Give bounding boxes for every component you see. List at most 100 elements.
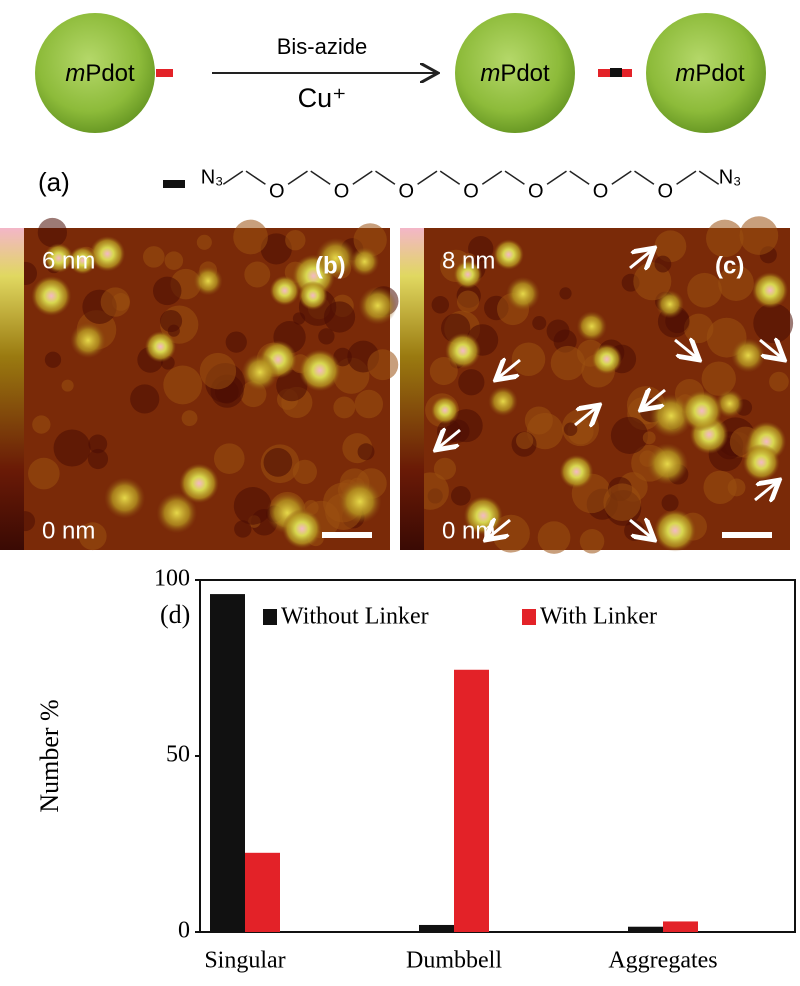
bar — [628, 926, 663, 932]
particle — [156, 492, 198, 534]
texture — [526, 412, 564, 450]
atom: O — [269, 180, 285, 202]
texture — [163, 365, 203, 405]
texture — [610, 416, 648, 454]
texture — [727, 478, 746, 497]
texture — [196, 234, 212, 250]
texture — [706, 219, 744, 258]
bond — [504, 170, 525, 185]
texture — [654, 255, 672, 273]
arrow — [674, 340, 697, 358]
arrow — [574, 407, 597, 425]
linker-structure: (a) N₃ O O O O O O O N₃ — [38, 166, 741, 202]
scale-min: 0 nm — [442, 517, 495, 544]
particle — [350, 247, 380, 277]
y-tick-label: 100 — [154, 566, 190, 592]
linker-bond — [610, 68, 622, 77]
particle — [338, 479, 382, 524]
texture — [579, 529, 605, 554]
texture — [263, 448, 293, 477]
texture — [687, 272, 722, 308]
scheme: mPdot Bis-azide Cu⁺ mPdot mPdot — [35, 13, 766, 133]
bond — [352, 170, 373, 185]
particle — [104, 477, 146, 519]
texture — [367, 349, 399, 381]
texture — [354, 389, 384, 419]
atom: O — [398, 180, 414, 202]
particle — [576, 311, 607, 342]
bar — [454, 669, 489, 932]
color-bar — [0, 228, 24, 550]
texture — [260, 233, 292, 265]
texture — [37, 217, 68, 248]
texture — [213, 443, 245, 474]
texture — [357, 443, 375, 461]
particle — [591, 343, 622, 375]
texture — [654, 230, 687, 263]
particle-prefix: m — [480, 60, 500, 87]
particle — [430, 396, 459, 425]
alkyne — [156, 69, 173, 77]
panel-label: (d) — [160, 600, 190, 629]
bond — [698, 170, 720, 185]
particle — [68, 246, 97, 275]
texture — [450, 486, 471, 506]
particle-name: Pdot — [695, 60, 745, 87]
arrow — [643, 390, 666, 408]
scale-max: 8 nm — [442, 247, 495, 274]
particle — [241, 353, 279, 391]
bond — [634, 170, 655, 185]
particle — [179, 463, 219, 504]
bond — [245, 170, 266, 185]
bond — [375, 170, 396, 185]
legend-label: With Linker — [540, 604, 657, 630]
particle — [493, 239, 524, 270]
texture — [642, 431, 656, 445]
atom: O — [657, 180, 673, 202]
color-bar — [400, 228, 424, 550]
x-tick-label: Dumbbell — [406, 948, 502, 974]
y-tick-label: 50 — [166, 742, 190, 768]
texture — [739, 216, 779, 255]
particle-label: mPdot — [675, 60, 745, 87]
texture — [44, 351, 62, 368]
texture — [142, 246, 165, 268]
texture — [167, 324, 180, 337]
particle — [646, 13, 766, 133]
arrow — [438, 430, 461, 448]
texture — [537, 521, 571, 554]
texture — [532, 316, 547, 331]
texture — [88, 434, 108, 454]
texture — [32, 415, 51, 434]
texture — [559, 287, 572, 300]
bond — [287, 170, 308, 185]
texture — [701, 361, 736, 396]
particle — [742, 443, 780, 481]
texture — [603, 483, 642, 522]
particle-label: mPdot — [480, 60, 550, 87]
bar-chart: (d) Number % 0 50 100 Singular Dumbbell Aggre… — [35, 566, 796, 974]
particle — [445, 332, 481, 369]
texture — [703, 470, 737, 504]
texture — [130, 384, 160, 414]
bond — [481, 170, 503, 185]
panel-label: (a) — [38, 167, 70, 197]
bond — [310, 170, 331, 185]
particle-prefix: m — [675, 60, 695, 87]
atom: N₃ — [201, 166, 224, 188]
arrow — [759, 340, 782, 358]
legend-swatch — [522, 609, 536, 625]
texture — [753, 303, 794, 344]
arrow — [488, 520, 511, 538]
catalyst: Cu⁺ — [298, 83, 347, 113]
linker-symbol — [163, 180, 185, 188]
legend-label: Without Linker — [281, 604, 429, 630]
texture — [769, 371, 789, 392]
particle — [646, 443, 689, 485]
bond — [439, 170, 461, 185]
texture — [164, 251, 184, 270]
particle — [358, 286, 397, 325]
particle — [715, 389, 744, 418]
particle — [506, 276, 540, 311]
texture — [661, 494, 679, 512]
